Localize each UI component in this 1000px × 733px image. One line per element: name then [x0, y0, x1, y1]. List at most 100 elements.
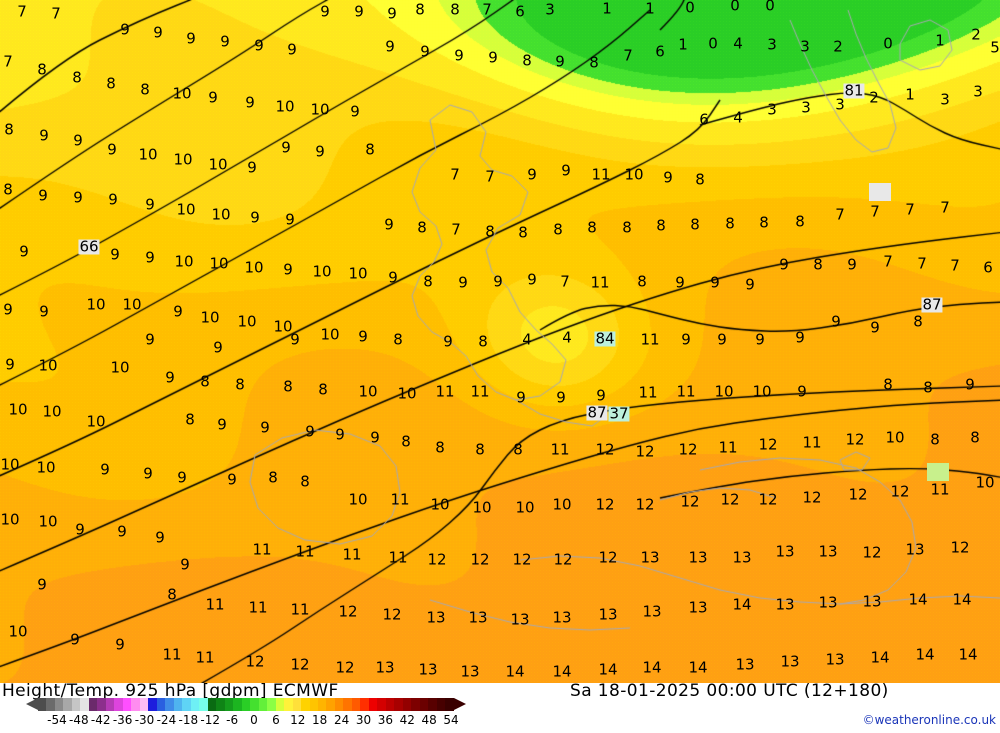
color-scale-tick-label: 0 [250, 713, 258, 727]
color-swatch [88, 698, 98, 711]
temperature-height-field-canvas[interactable] [0, 0, 1000, 683]
temperature-value: 9 [220, 32, 230, 51]
weather-map[interactable]: 7 7 9 9 9 9 9 9 9 9 8 9 8 7 6 3 1 1 0 0 0 7 8 8 8 8 10 9 9 10 10 9 9 9 9 9 8… [0, 0, 1000, 683]
temperature-value: 8 [4, 120, 14, 139]
temperature-value: 14 [952, 590, 972, 609]
temperature-value: 10 [358, 382, 378, 401]
color-swatch [182, 698, 191, 711]
map-marker[interactable] [927, 463, 949, 481]
temperature-value: 9 [717, 330, 727, 349]
color-swatch [139, 698, 149, 711]
temperature-value: 9 [555, 52, 565, 71]
temperature-value: 13 [818, 593, 838, 612]
color-scale-low-arrow [26, 698, 38, 710]
temperature-value: 13 [510, 610, 530, 629]
temperature-value: 9 [287, 40, 297, 59]
temperature-value: 7 [870, 202, 880, 221]
color-swatch [173, 698, 183, 711]
temperature-value: 11 [550, 440, 570, 459]
temperature-value: 12 [595, 440, 615, 459]
temperature-value: 8 [690, 215, 700, 234]
temperature-value: 2 [833, 37, 843, 56]
temperature-value: 6 [699, 110, 709, 129]
temperature-value: 8 [423, 272, 433, 291]
color-swatch [275, 698, 285, 711]
temperature-value: 10 [0, 510, 20, 529]
temperature-value: 13 [642, 602, 662, 621]
temperature-value: 11 [590, 273, 610, 292]
color-scale-tick-label: 48 [421, 713, 437, 727]
temperature-value: 12 [862, 543, 882, 562]
temperature-value: 8 [923, 378, 933, 397]
temperature-value: 7 [905, 200, 915, 219]
temperature-value: 9 [458, 273, 468, 292]
temperature-value: 9 [385, 37, 395, 56]
temperature-value: 8 [759, 213, 769, 232]
temperature-value: 8 [883, 375, 893, 394]
color-swatch [402, 698, 412, 711]
temperature-value: 0 [708, 34, 718, 53]
temperature-value: 9 [745, 275, 755, 294]
temperature-value: 8 [72, 68, 82, 87]
temperature-value: 11 [390, 490, 410, 509]
temperature-value: 8 [553, 220, 563, 239]
temperature-value: 10 [714, 382, 734, 401]
temperature-value: 13 [732, 548, 752, 567]
temperature-value: 10 [208, 155, 228, 174]
map-marker[interactable] [869, 183, 891, 201]
temperature-value: 9 [250, 208, 260, 227]
temperature-value: 8 [587, 218, 597, 237]
temperature-value: 10 [275, 97, 295, 116]
temperature-value: 12 [598, 548, 618, 567]
color-scale-swatches [38, 698, 454, 711]
color-swatch [411, 698, 420, 711]
temperature-value: 8 [268, 468, 278, 487]
temperature-value: 4 [733, 108, 743, 127]
temperature-value: 10 [320, 325, 340, 344]
temperature-value: 8 [401, 432, 411, 451]
temperature-value: 9 [354, 2, 364, 21]
temperature-value: 9 [516, 388, 526, 407]
temperature-value: 1 [678, 35, 688, 54]
temperature-value: 9 [3, 300, 13, 319]
color-swatch [80, 698, 89, 711]
temperature-value: 10 [552, 495, 572, 514]
temperature-value: 10 [176, 200, 196, 219]
temperature-value: 7 [950, 256, 960, 275]
temperature-value: 10 [310, 100, 330, 119]
color-scale-tick-label: -54 [47, 713, 67, 727]
temperature-value: 13 [862, 592, 882, 611]
temperature-value: 4 [733, 34, 743, 53]
temperature-value: 9 [847, 255, 857, 274]
temperature-value: 10 [237, 312, 257, 331]
temperature-value: 12 [382, 605, 402, 624]
temperature-value: 8 [200, 372, 210, 391]
color-swatch [419, 698, 429, 711]
color-swatch [351, 698, 361, 711]
temperature-value: 11 [802, 433, 822, 452]
temperature-value: 0 [685, 0, 695, 17]
temperature-value: 14 [688, 658, 708, 677]
temperature-value: 10 [138, 145, 158, 164]
temperature-value: 14 [908, 590, 928, 609]
temperature-value: 7 [623, 46, 633, 65]
temperature-value: 8 [450, 0, 460, 19]
color-swatch [216, 698, 225, 711]
temperature-value: 8 [37, 60, 47, 79]
height-contour-label: 37 [608, 404, 630, 423]
temperature-value: 9 [38, 186, 48, 205]
temperature-value: 9 [305, 422, 315, 441]
color-swatch [38, 698, 47, 711]
temperature-value: 11 [342, 545, 362, 564]
temperature-value: 8 [3, 180, 13, 199]
color-swatch [445, 698, 454, 711]
temperature-value: 10 [752, 382, 772, 401]
temperature-value: 9 [260, 418, 270, 437]
temperature-value: 13 [735, 655, 755, 674]
temperature-value: 12 [758, 490, 778, 509]
color-scale-tick-label: -18 [178, 713, 199, 727]
height-contour-label: 66 [78, 237, 100, 256]
temperature-value: 9 [681, 330, 691, 349]
temperature-value: 11 [162, 645, 182, 664]
temperature-value: 13 [905, 540, 925, 559]
